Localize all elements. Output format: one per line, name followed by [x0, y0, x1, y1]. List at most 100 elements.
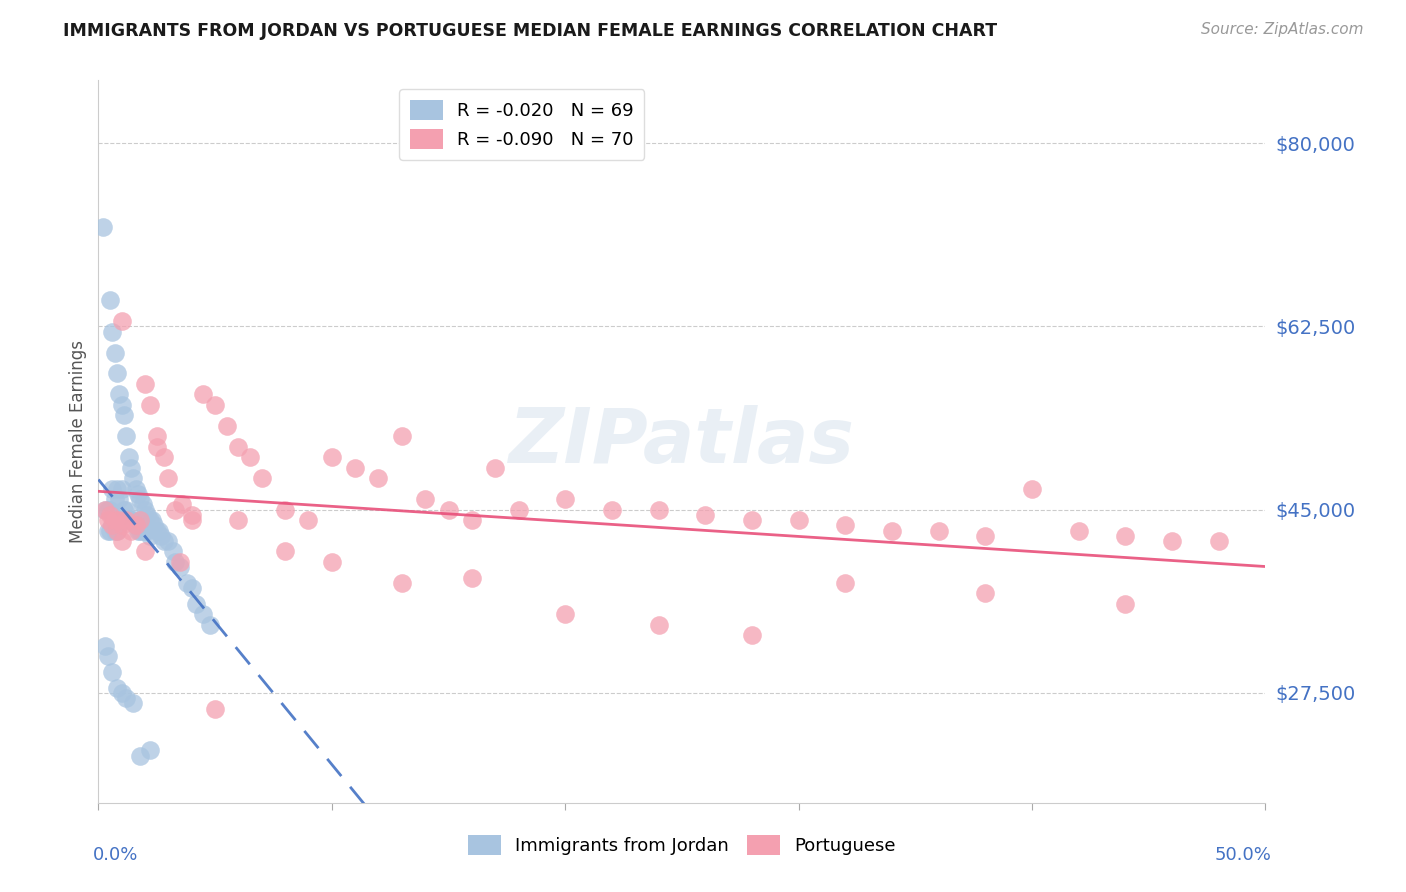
Point	[193, 387, 215, 401]
Point	[321, 555, 343, 569]
Point	[215, 418, 238, 433]
Point	[204, 701, 226, 715]
Point	[136, 524, 159, 538]
Legend: Immigrants from Jordan, Portuguese: Immigrants from Jordan, Portuguese	[461, 828, 903, 863]
Point	[204, 398, 226, 412]
Point	[1161, 534, 1184, 549]
Point	[104, 513, 127, 527]
Point	[105, 482, 128, 496]
Point	[1114, 597, 1136, 611]
Point	[600, 502, 623, 516]
Point	[146, 440, 169, 454]
Point	[200, 617, 222, 632]
Point	[108, 513, 131, 527]
Point	[112, 409, 135, 423]
Point	[111, 513, 134, 527]
Point	[228, 513, 250, 527]
Point	[152, 450, 174, 465]
Point	[239, 450, 262, 465]
Point	[91, 219, 114, 234]
Text: 50.0%: 50.0%	[1215, 847, 1271, 864]
Point	[391, 429, 413, 443]
Point	[129, 513, 152, 527]
Point	[139, 513, 162, 527]
Point	[193, 607, 215, 622]
Point	[122, 696, 145, 710]
Point	[115, 502, 138, 516]
Point	[105, 367, 128, 381]
Point	[180, 581, 202, 595]
Point	[169, 555, 191, 569]
Point	[928, 524, 950, 538]
Point	[105, 524, 128, 538]
Point	[367, 471, 389, 485]
Point	[139, 398, 162, 412]
Point	[228, 440, 250, 454]
Point	[129, 524, 152, 538]
Point	[115, 691, 138, 706]
Point	[111, 398, 134, 412]
Point	[152, 534, 174, 549]
Point	[97, 649, 120, 664]
Point	[101, 665, 124, 679]
Point	[344, 460, 367, 475]
Point	[162, 544, 184, 558]
Point	[105, 681, 128, 695]
Point	[98, 502, 121, 516]
Point	[134, 502, 156, 516]
Point	[127, 487, 149, 501]
Point	[105, 524, 128, 538]
Point	[157, 471, 180, 485]
Point	[104, 492, 127, 507]
Point	[111, 314, 134, 328]
Point	[180, 513, 202, 527]
Point	[120, 513, 142, 527]
Point	[146, 524, 169, 538]
Point	[98, 293, 121, 308]
Point	[101, 518, 124, 533]
Point	[125, 518, 148, 533]
Point	[120, 524, 142, 538]
Point	[115, 429, 138, 443]
Point	[101, 518, 124, 533]
Point	[1021, 482, 1043, 496]
Point	[129, 492, 152, 507]
Point	[554, 492, 576, 507]
Point	[787, 513, 810, 527]
Point	[1208, 534, 1230, 549]
Point	[97, 513, 120, 527]
Point	[1067, 524, 1090, 538]
Text: 0.0%: 0.0%	[93, 847, 138, 864]
Point	[134, 524, 156, 538]
Point	[104, 345, 127, 359]
Point	[104, 524, 127, 538]
Point	[111, 534, 134, 549]
Point	[186, 597, 208, 611]
Point	[108, 387, 131, 401]
Point	[127, 524, 149, 538]
Point	[274, 544, 297, 558]
Point	[132, 524, 155, 538]
Point	[94, 502, 117, 516]
Point	[111, 686, 134, 700]
Point	[108, 492, 131, 507]
Point	[437, 502, 460, 516]
Point	[94, 639, 117, 653]
Text: ZIPatlas: ZIPatlas	[509, 405, 855, 478]
Point	[134, 376, 156, 391]
Point	[125, 482, 148, 496]
Point	[1114, 529, 1136, 543]
Point	[413, 492, 436, 507]
Text: IMMIGRANTS FROM JORDAN VS PORTUGUESE MEDIAN FEMALE EARNINGS CORRELATION CHART: IMMIGRANTS FROM JORDAN VS PORTUGUESE MED…	[63, 22, 997, 40]
Point	[136, 508, 159, 522]
Point	[834, 575, 856, 590]
Point	[321, 450, 343, 465]
Point	[98, 508, 121, 522]
Point	[122, 471, 145, 485]
Point	[132, 497, 155, 511]
Point	[143, 518, 166, 533]
Point	[150, 529, 173, 543]
Point	[165, 555, 187, 569]
Point	[148, 524, 170, 538]
Point	[554, 607, 576, 622]
